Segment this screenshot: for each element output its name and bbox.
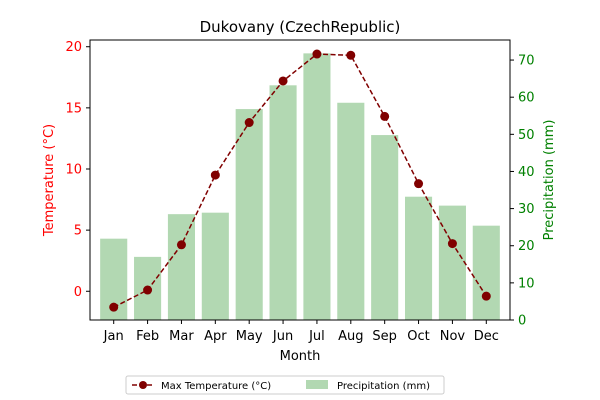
y-right-tick-label: 0 <box>518 314 526 329</box>
precipitation-bar-oct <box>405 196 433 320</box>
precipitation-bar-sep <box>371 135 399 320</box>
y-right-tick-label: 50 <box>518 128 535 143</box>
precipitation-bar-dec <box>472 225 500 320</box>
temperature-line <box>113 53 487 308</box>
precipitation-bar-jul <box>303 53 331 320</box>
y-right-tick-label: 40 <box>518 165 535 180</box>
precipitation-bar-jun <box>269 85 297 320</box>
x-tick-label-jul: Jul <box>308 329 325 344</box>
x-tick-label-dec: Dec <box>474 329 499 344</box>
precipitation-bar-nov <box>438 205 466 320</box>
x-tick-label-oct: Oct <box>407 329 429 344</box>
legend-temperature-label: Max Temperature (°C) <box>161 381 271 392</box>
x-tick-label-jan: Jan <box>103 329 124 344</box>
temperature-point-apr <box>210 170 220 180</box>
plot-frame <box>89 39 511 321</box>
y-left-tick-label: 5 <box>74 224 82 239</box>
temperature-point-jun <box>278 76 288 86</box>
x-tick-label-may: May <box>236 329 263 344</box>
temperature-point-nov <box>447 239 457 249</box>
y-right-axis-label: Precipitation (mm) <box>542 120 557 241</box>
x-tick-label-jun: Jun <box>272 329 293 344</box>
temperature-point-aug <box>346 50 356 60</box>
temperature-point-oct <box>414 179 424 189</box>
precipitation-bar-apr <box>201 212 229 320</box>
legend: Max Temperature (°C) Precipitation (mm) <box>125 375 445 395</box>
y-right-axis: 0 10 20 30 40 50 60 70 <box>510 54 535 329</box>
y-right-tick-label: 30 <box>518 202 535 217</box>
temperature-point-may <box>244 118 254 128</box>
x-axis-label: Month <box>280 349 321 364</box>
y-right-tick-label: 20 <box>518 239 535 254</box>
y-left-axis-label: Temperature (°C) <box>42 124 57 237</box>
temperature-point-mar <box>176 240 186 250</box>
y-right-tick-label: 10 <box>518 276 535 291</box>
temperature-point-feb <box>143 285 153 295</box>
precipitation-bar-may <box>235 109 263 320</box>
temperature-point-dec <box>481 291 491 301</box>
temperature-point-jan <box>109 302 119 312</box>
x-tick-label-mar: Mar <box>169 329 194 344</box>
y-left-tick-label: 20 <box>65 40 82 55</box>
legend-bar-swatch <box>306 380 328 389</box>
chart-title: Dukovany (CzechRepublic) <box>200 18 401 36</box>
legend-precipitation-label: Precipitation (mm) <box>337 381 430 392</box>
y-left-axis: 0 5 10 15 20 <box>65 40 90 300</box>
bars-layer <box>100 53 500 320</box>
precipitation-bar-aug <box>337 102 365 320</box>
y-left-tick-label: 10 <box>65 162 82 177</box>
x-tick-label-apr: Apr <box>204 329 227 344</box>
legend-line-marker <box>139 381 147 389</box>
line-layer <box>109 49 491 312</box>
precipitation-bar-mar <box>167 214 195 320</box>
x-tick-label-sep: Sep <box>372 329 397 344</box>
y-left-tick-label: 15 <box>65 101 82 116</box>
temperature-point-jul <box>312 49 322 59</box>
x-axis: Jan Feb Mar Apr May Jun Jul Aug Sep Oct Nov Dec <box>103 320 499 344</box>
x-tick-label-aug: Aug <box>338 329 363 344</box>
temperature-point-sep <box>380 111 390 121</box>
y-right-tick-label: 70 <box>518 54 535 69</box>
y-left-tick-label: 0 <box>74 285 82 300</box>
y-right-tick-label: 60 <box>518 91 535 106</box>
legend-box <box>125 375 445 395</box>
x-tick-label-nov: Nov <box>440 329 466 344</box>
x-tick-label-feb: Feb <box>136 329 159 344</box>
